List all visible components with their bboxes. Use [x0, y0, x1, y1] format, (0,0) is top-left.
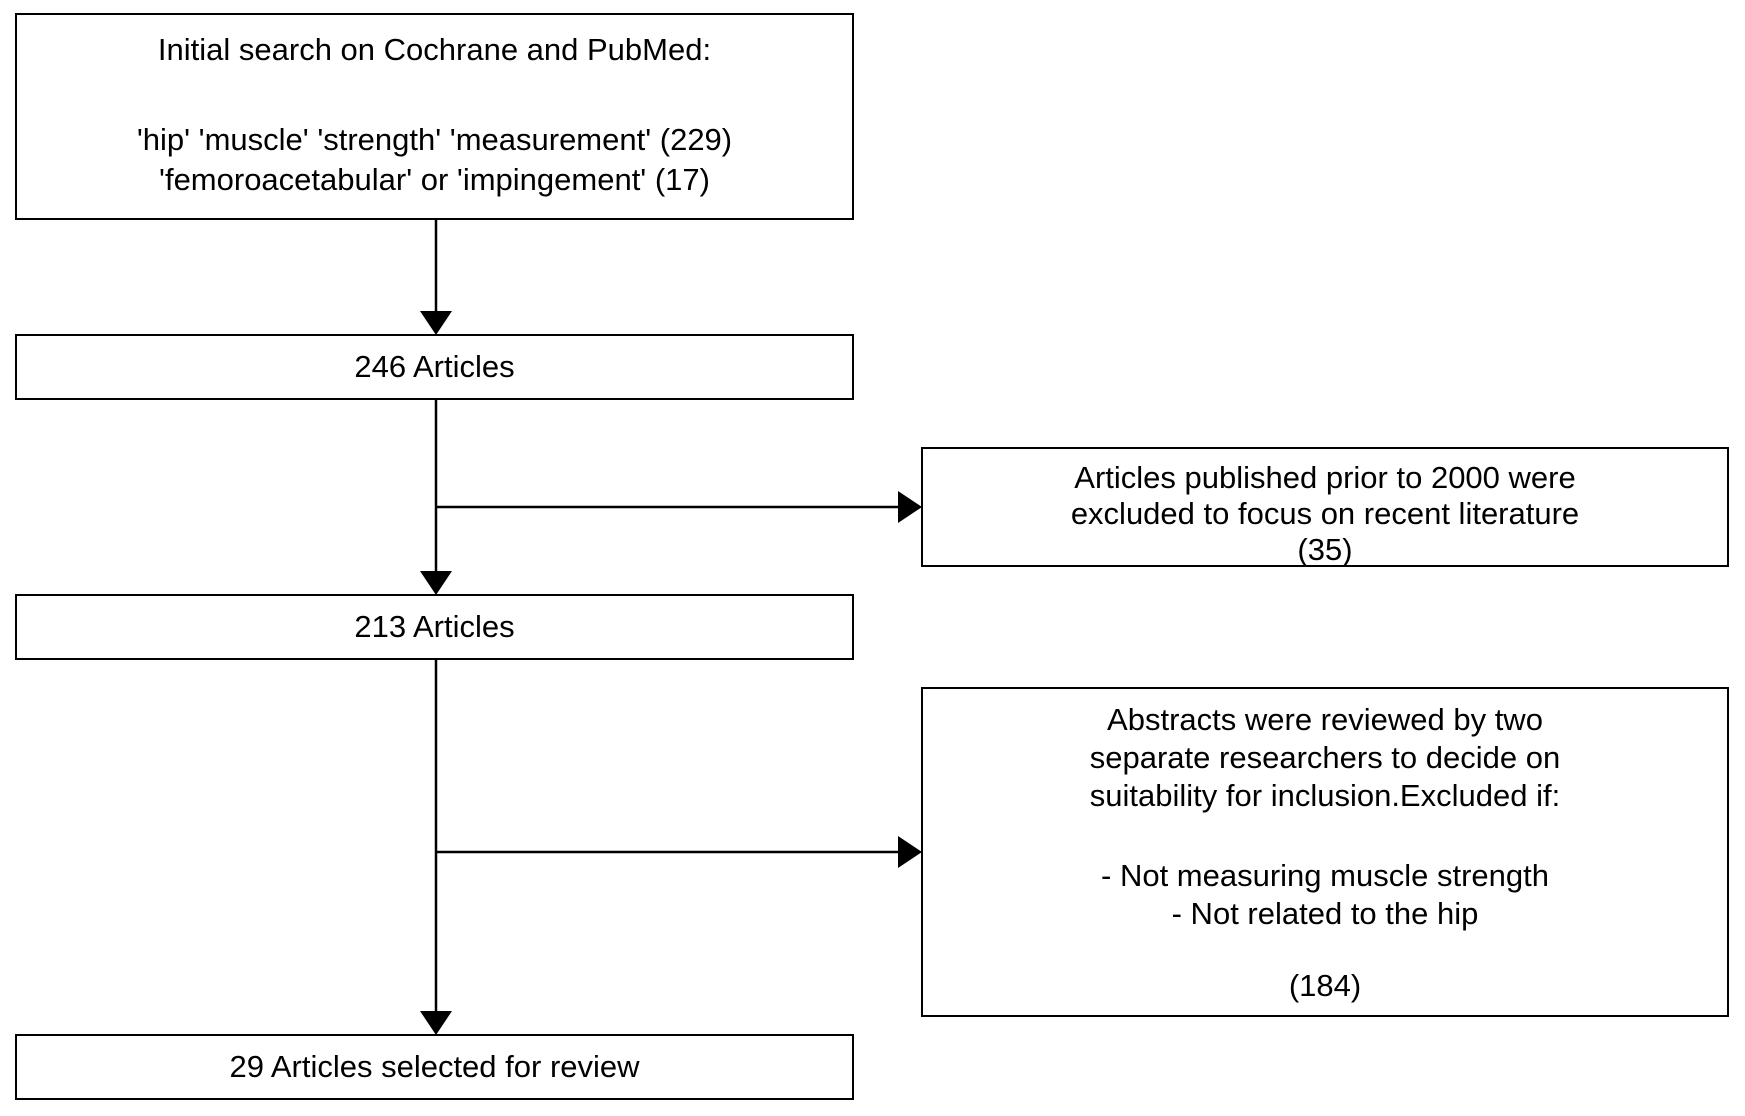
b3: 213 Articles	[16, 595, 853, 659]
side2-rect	[922, 688, 1728, 1016]
side1-line-0: Articles published prior to 2000 were	[1074, 460, 1575, 495]
side2-line-3: - Not measuring muscle strength	[1101, 858, 1549, 893]
side2-line-2: suitability for inclusion.Excluded if:	[1090, 778, 1560, 813]
side1-line-1: excluded to focus on recent literature	[1071, 496, 1579, 531]
side2-line-5: (184)	[1289, 968, 1361, 1003]
arrowhead	[420, 311, 452, 335]
b4: 29 Articles selected for review	[16, 1035, 853, 1099]
side2: Abstracts were reviewed by twoseparate r…	[922, 688, 1728, 1016]
arrowhead	[420, 1011, 452, 1035]
side1-line-2: (35)	[1297, 532, 1352, 567]
side1: Articles published prior to 2000 wereexc…	[922, 448, 1728, 567]
side2-line-0: Abstracts were reviewed by two	[1107, 702, 1543, 737]
b1-line-1: 'hip' 'muscle' 'strength' 'measurement' …	[137, 122, 732, 157]
b1-line-2: 'femoroacetabular' or 'impingement' (17)	[159, 162, 710, 197]
arrowhead	[420, 571, 452, 595]
side2-line-1: separate researchers to decide on	[1090, 740, 1560, 775]
b2: 246 Articles	[16, 335, 853, 399]
side2-line-4: - Not related to the hip	[1172, 896, 1479, 931]
b2-line-0: 246 Articles	[354, 349, 514, 384]
b1: Initial search on Cochrane and PubMed: 'h…	[16, 14, 853, 219]
b1-line-0: Initial search on Cochrane and PubMed:	[158, 32, 711, 67]
b4-line-0: 29 Articles selected for review	[229, 1049, 640, 1084]
arrowhead	[898, 836, 922, 868]
arrowhead	[898, 491, 922, 523]
b3-line-0: 213 Articles	[354, 609, 514, 644]
